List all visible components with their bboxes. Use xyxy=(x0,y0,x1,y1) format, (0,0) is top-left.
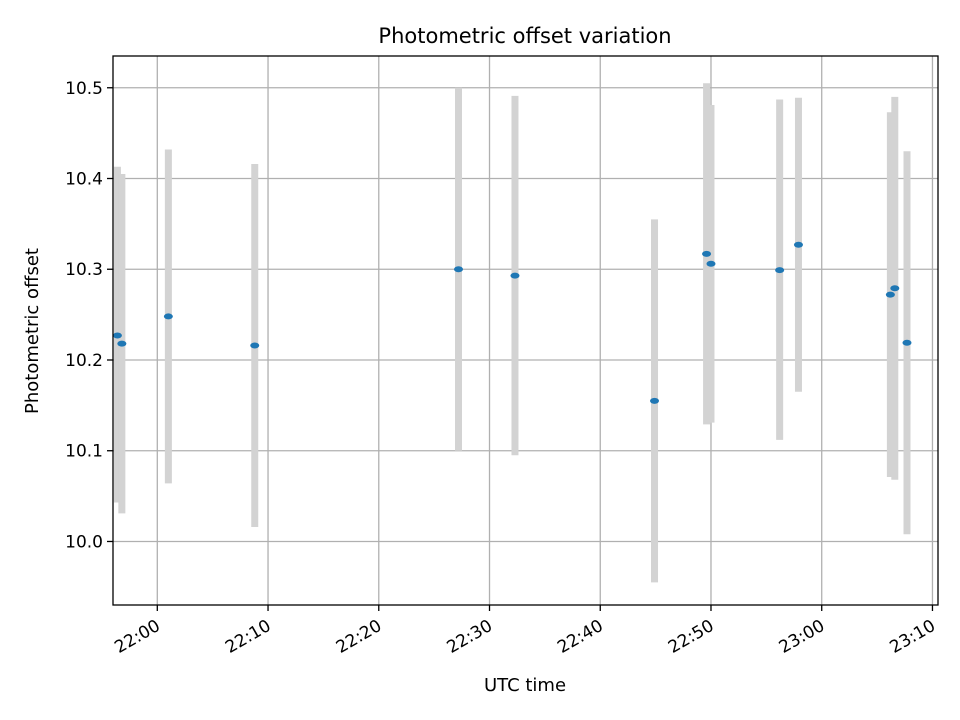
data-point xyxy=(902,339,912,346)
y-tick-label: 10.3 xyxy=(65,260,103,280)
data-point xyxy=(163,313,173,320)
data-point xyxy=(702,250,712,257)
data-point xyxy=(454,266,464,273)
y-tick-label: 10.5 xyxy=(65,79,103,99)
data-point xyxy=(250,342,260,349)
y-axis-ticks: 10.0 10.1 10.2 10.3 10.4 10.5 xyxy=(65,79,113,552)
y-tick-label: 10.2 xyxy=(65,351,103,371)
data-point xyxy=(890,285,900,292)
y-tick-label: 10.4 xyxy=(65,170,103,190)
y-axis-label: Photometric offset xyxy=(22,248,43,414)
data-point xyxy=(112,332,122,339)
data-point xyxy=(793,241,803,248)
data-point xyxy=(885,291,895,298)
y-tick-label: 10.1 xyxy=(65,442,103,462)
data-point xyxy=(117,340,127,347)
data-point xyxy=(706,260,716,267)
data-point xyxy=(650,397,660,404)
data-point xyxy=(510,272,520,279)
y-tick-label: 10.0 xyxy=(65,532,103,552)
chart-title: Photometric offset variation xyxy=(378,24,671,48)
plot-frame xyxy=(112,55,939,606)
data-points xyxy=(112,241,912,404)
data-point xyxy=(775,267,785,274)
x-axis-label: UTC time xyxy=(484,675,566,696)
